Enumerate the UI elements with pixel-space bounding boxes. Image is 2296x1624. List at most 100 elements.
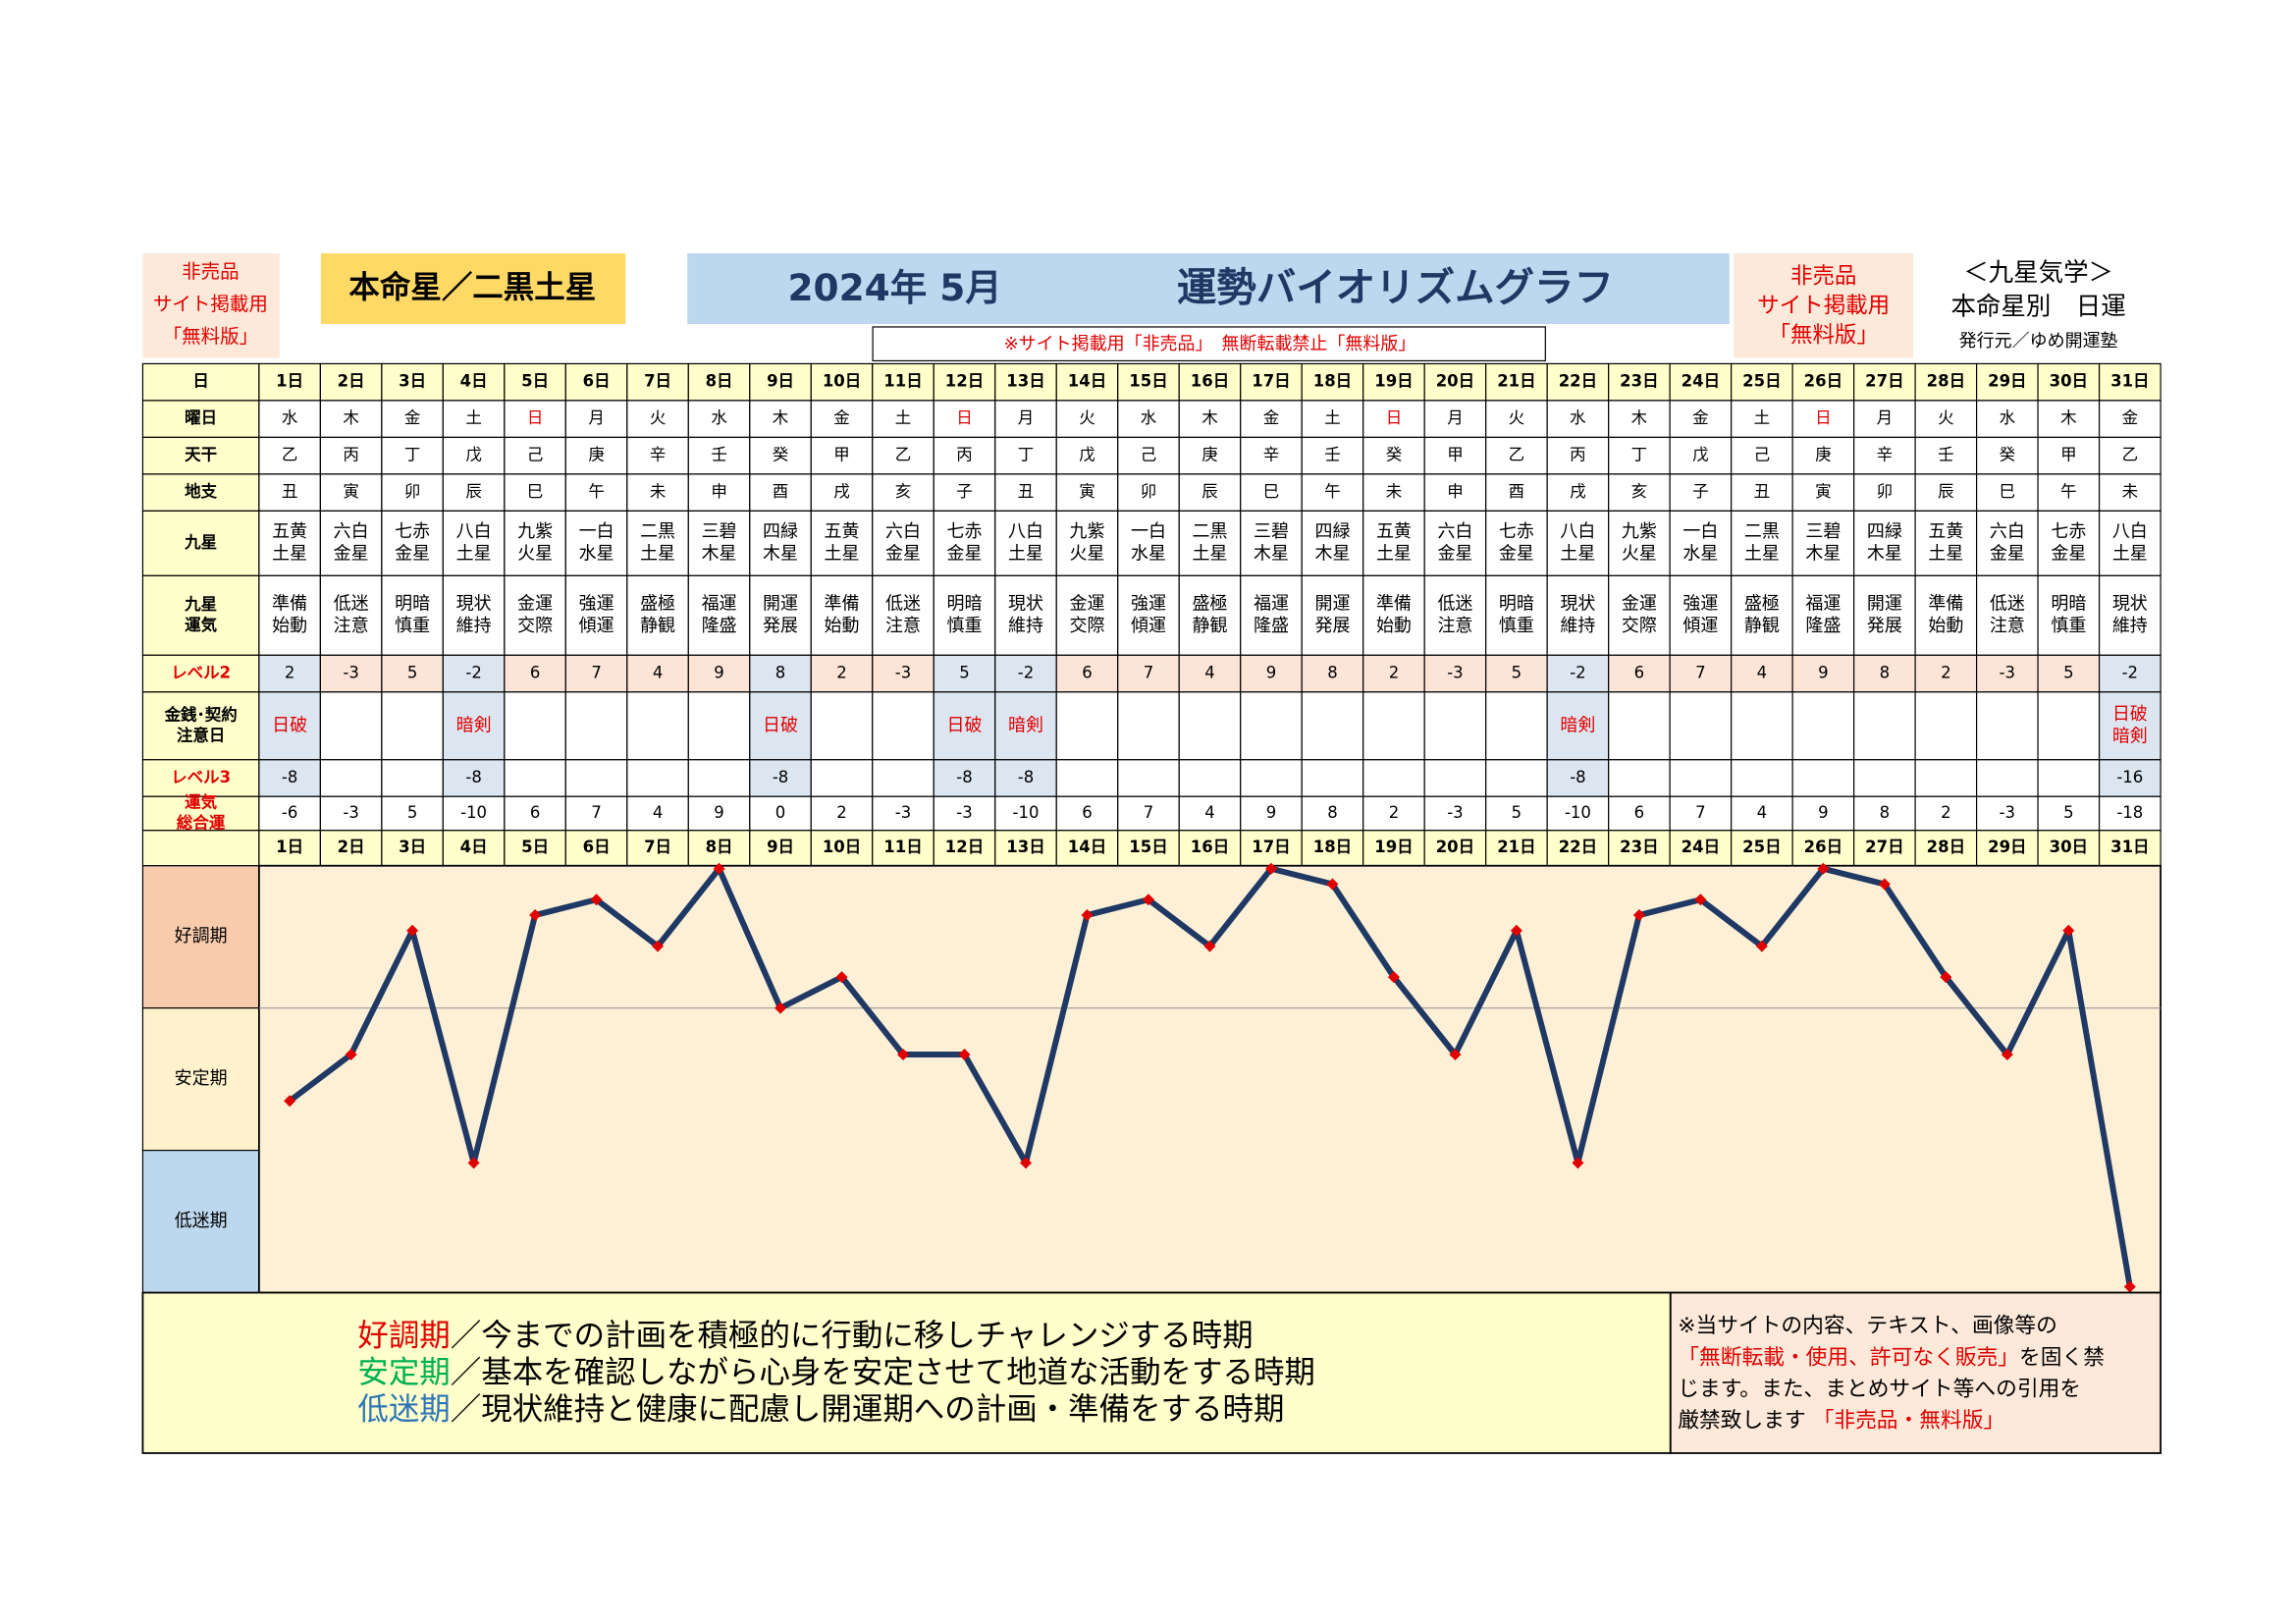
cell-text: 7 [1695,803,1706,822]
day: 7日 [644,372,671,391]
cell [1423,759,1487,797]
cell [1975,473,2039,512]
cell [1423,691,1487,761]
day: 19日 [1374,838,1413,856]
day: 18日 [1313,372,1352,391]
row-label-text: 金銭･契約 [164,704,238,724]
day: 20日 [1436,838,1474,856]
row-label [141,654,260,693]
cell [687,691,751,761]
cell-text: 4 [653,664,664,682]
cell-text: 9 [714,664,724,682]
cell [687,510,751,576]
cell-text: 巳 [2000,482,2015,501]
cell [994,759,1057,797]
cell-text: 2 [1941,803,1951,822]
cell-text: 火 [1509,408,1524,427]
point [590,893,603,906]
day-cell [872,830,934,867]
cell [2037,654,2101,693]
day: 13日 [1006,838,1044,856]
cell-text: 一白 [1682,521,1718,542]
title-box [687,252,1730,324]
band [141,1007,260,1152]
day: 5日 [521,372,549,391]
cell [442,759,506,797]
cell-text: 未 [1386,482,1402,501]
cell-text: 傾運 [1131,616,1166,636]
cell-text: 金 [1692,408,1709,427]
cell [1055,510,1119,576]
cell [1731,436,1793,475]
day: 15日 [1129,838,1167,856]
cell-text: 月 [1877,408,1893,427]
day: 29日 [1988,838,2026,856]
cell [1853,759,1916,797]
cell [1731,759,1793,797]
cell [1975,759,2039,797]
cell-text: 9 [1266,664,1277,682]
cell-text: 日破 [2112,704,2148,725]
cell-text: 八白 [1008,521,1043,542]
cell-text: 九紫 [517,521,553,542]
cell-text: 甲 [1447,446,1463,464]
day-cell [2037,362,2101,402]
cell-text: 水星 [1682,544,1718,565]
point [1694,893,1707,906]
cell [1240,436,1303,475]
cell [1975,654,2039,693]
cell-text: 火 [650,408,666,427]
day-cell [1975,830,2039,867]
cell-text: 五黄 [825,521,860,542]
cell-text: 日 [527,408,543,427]
day: 14日 [1068,838,1106,856]
cell-text: 丑 [1754,482,1770,501]
cell-text: 慎重 [1499,616,1534,636]
cell-text: 発展 [1314,616,1350,636]
cell [2098,473,2162,512]
cell-text: 隆盛 [1805,616,1841,636]
cell [1914,795,1978,832]
cell-text: 日破 [272,715,307,735]
day: 24日 [1682,838,1720,856]
cell-text: 始動 [272,616,307,636]
cell [1117,574,1180,656]
day: 14日 [1068,372,1106,391]
day: 29日 [1988,372,2026,391]
cell-text: 丙 [956,446,972,464]
cell-text: 低迷 [334,594,369,615]
cell-text: 6 [1082,803,1093,822]
cell [1791,795,1855,832]
cell-text: 辰 [1938,482,1953,501]
notice-seg: じます。また、まとめサイト等への引用を [1678,1377,2081,1401]
cell-text: 巳 [1263,482,1279,501]
notice-line: ※当サイトの内容、テキスト、画像等の [1678,1314,2057,1338]
cell [1485,400,1548,439]
cell-text: 四緑 [1314,521,1350,542]
brand: 発行元／ゆめ開運塾 [1959,330,2118,352]
cell [319,654,383,693]
cell [381,400,444,439]
cell-text: 辛 [650,446,666,464]
cell-text: 木 [343,408,358,427]
day: 23日 [1620,838,1658,856]
cell-text: 低迷 [885,594,921,615]
cell-text: 寅 [1079,482,1095,501]
cell-text: -3 [1447,803,1463,822]
cell-text: 9 [1818,803,1829,822]
cell-text: 水 [2000,408,2016,427]
cell-text: 2 [1389,664,1400,682]
cell-text: 日 [1815,408,1831,427]
cell [1914,574,1978,656]
cell [1117,691,1180,761]
cell-text: 午 [2060,482,2076,501]
cell-text: 明暗 [2051,594,2086,615]
cell-text: 三碧 [1805,521,1841,542]
row-label-text: 運気 [185,615,217,634]
brand: 本命星別 日運 [1950,292,2125,321]
cell-text: 5 [407,664,417,682]
cell-text: 木星 [1314,544,1350,565]
cell-text: 庚 [588,446,604,464]
cell-text: 始動 [1928,616,1963,636]
row-label [141,795,260,832]
